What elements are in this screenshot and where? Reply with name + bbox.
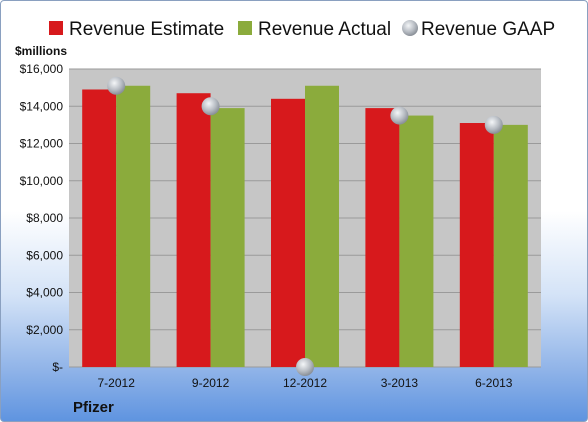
x-tick-label: 12-2012: [283, 376, 327, 390]
bar-revenue-actual: [210, 108, 245, 368]
bar-revenue-actual: [493, 124, 528, 367]
y-axis-unit-label: $millions: [15, 44, 67, 58]
y-tick-label: $10,000: [20, 174, 64, 188]
y-axis-ticks: $- $2,000 $4,000 $6,000 $8,000 $10,000 $12,000…: [20, 62, 64, 374]
legend-swatch-estimate: [49, 21, 63, 35]
point-revenue-gaap: [107, 76, 126, 95]
bar-revenue-estimate: [459, 123, 494, 367]
point-revenue-gaap: [201, 97, 220, 116]
y-tick-label: $8,000: [26, 211, 63, 225]
bar-revenue-estimate: [271, 98, 305, 368]
y-tick-label: $4,000: [26, 286, 63, 300]
legend: Revenue Estimate Revenue Actual Revenue …: [49, 19, 555, 40]
x-tick-label: 9-2012: [192, 376, 230, 390]
y-tick-label: $12,000: [20, 137, 64, 151]
legend-label-gaap: Revenue GAAP: [421, 19, 555, 40]
legend-label-actual: Revenue Actual: [258, 19, 391, 40]
point-revenue-gaap: [484, 115, 503, 134]
legend-swatch-actual: [238, 21, 252, 35]
legend-label-estimate: Revenue Estimate: [69, 19, 224, 40]
x-tick-label: 6-2013: [475, 376, 513, 390]
bar-revenue-estimate: [176, 93, 211, 368]
bar-revenue-actual: [305, 85, 339, 367]
point-revenue-gaap: [390, 106, 409, 125]
bar-revenue-actual: [399, 115, 434, 367]
x-axis-labels: 7-2012 9-2012 12-2012 3-2013 6-2013: [98, 376, 513, 390]
x-tick-label: 7-2012: [98, 376, 136, 390]
company-name: Pfizer: [73, 399, 114, 416]
bar-revenue-estimate: [365, 108, 400, 368]
x-tick-label: 3-2013: [381, 376, 419, 390]
y-tick-label: $-: [52, 360, 63, 374]
y-tick-label: $16,000: [20, 62, 64, 76]
point-revenue-gaap: [296, 358, 314, 376]
bar-revenue-actual: [116, 85, 151, 367]
y-tick-label: $2,000: [26, 323, 63, 337]
bar-revenue-estimate: [82, 89, 117, 368]
legend-swatch-gaap: [402, 20, 418, 36]
y-tick-label: $14,000: [20, 99, 64, 113]
y-tick-label: $6,000: [26, 248, 63, 262]
plot-area: [69, 68, 541, 376]
